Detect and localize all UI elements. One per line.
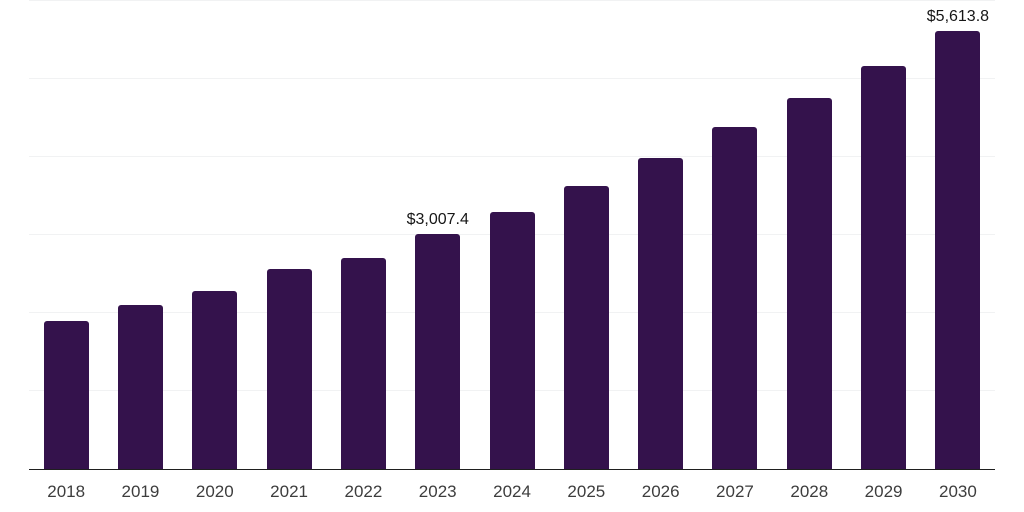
- x-tick-label-2018: 2018: [47, 482, 86, 501]
- bar-column-2028: [772, 0, 846, 469]
- bar-2026: [638, 157, 684, 469]
- bar-column-2020: [178, 0, 252, 469]
- x-tick-label-2030: 2030: [938, 482, 977, 501]
- bar-column-2023: $3,007.4: [401, 0, 475, 469]
- gridline-5000: [29, 77, 995, 79]
- bars: $3,007.4 $5,613.8: [29, 0, 995, 469]
- x-tick-label-2027: 2027: [716, 482, 754, 501]
- bar-column-2019: [103, 0, 177, 469]
- x-tick-label-2022: 2022: [344, 482, 383, 501]
- gridline-4000: [29, 155, 995, 157]
- x-tick-label-2023: 2023: [418, 482, 457, 501]
- bar-2029: [861, 66, 907, 469]
- bar-column-2021: [252, 0, 326, 469]
- bar-2027: [712, 127, 758, 469]
- x-tick-label-2029: 2029: [864, 482, 903, 501]
- bar-column-2027: [698, 0, 772, 469]
- bar-2018: [43, 320, 89, 469]
- bar-2022: [340, 257, 386, 469]
- bar-column-2022: [326, 0, 400, 469]
- x-tick-label-2028: 2028: [790, 482, 829, 501]
- gridline-6000: [29, 0, 995, 1]
- bar-2020: [192, 290, 238, 469]
- x-tick-label-2020: 2020: [195, 482, 234, 501]
- bar-2028: [786, 98, 832, 469]
- x-axis-labels: 2018 2019 2020 2021 2022 2023 2024 2025 2026 2027…: [29, 470, 995, 512]
- bar-column-2025: [549, 0, 623, 469]
- x-tick-label-2025: 2025: [567, 482, 606, 501]
- bar-column-2018: [29, 0, 103, 469]
- x-tick-label-2019: 2019: [121, 482, 160, 501]
- x-tick-label-2024: 2024: [493, 482, 531, 501]
- plot-area: $3,007.4 $5,613.8: [29, 0, 995, 470]
- bar-column-2026: [624, 0, 698, 469]
- x-tick-label-2021: 2021: [270, 482, 308, 501]
- bar-2030: [935, 30, 981, 469]
- bar-2023: [415, 234, 461, 469]
- bar-value-label-2023: $3,007.4: [406, 211, 469, 229]
- bar-column-2030: $5,613.8: [921, 0, 995, 469]
- bar-2024: [489, 211, 535, 469]
- bar-2019: [117, 305, 163, 469]
- bar-column-2029: [846, 0, 920, 469]
- x-tick-label-2026: 2026: [641, 482, 680, 501]
- bar-column-2024: [475, 0, 549, 469]
- bar-2025: [563, 185, 609, 469]
- bar-value-label-2030: $5,613.8: [926, 7, 990, 25]
- bar-2021: [266, 268, 312, 469]
